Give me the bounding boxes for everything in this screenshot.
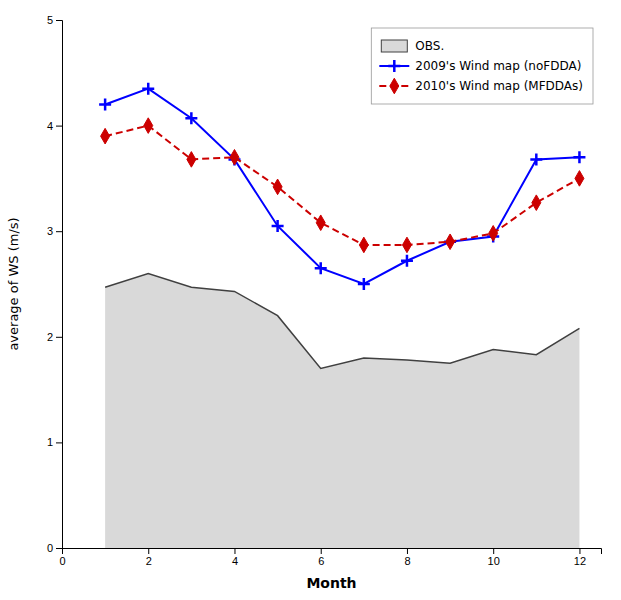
legend-label: 2010's Wind map (MFDDAs)	[415, 79, 583, 93]
marks	[99, 83, 585, 548]
tick: 6	[318, 548, 324, 567]
tick-label: 10	[488, 555, 500, 567]
marker	[272, 220, 284, 232]
tick: 10	[488, 548, 500, 567]
y-axis: 0 1 2 3 4 5	[47, 14, 63, 554]
legend: OBS. 2009's Wind map (noFDDA) 2010's Wind …	[371, 28, 593, 104]
tick-label: 3	[47, 225, 53, 237]
tick-mark	[321, 548, 322, 554]
tick: 12	[574, 548, 586, 567]
x-axis-title: Month	[306, 575, 356, 591]
marker	[573, 151, 585, 163]
marker	[144, 118, 153, 134]
tick-mark	[56, 20, 62, 21]
marker	[187, 152, 196, 168]
tick-label: 0	[47, 542, 53, 554]
legend-frame	[371, 28, 593, 104]
marker	[402, 237, 411, 253]
tick-mark	[56, 231, 62, 232]
tick-mark	[56, 442, 62, 443]
tick-label: 6	[318, 555, 324, 567]
line	[105, 273, 579, 368]
chart: 024681012012345Monthaverage of WS (m/s)O…	[0, 0, 621, 600]
tick: 3	[47, 225, 62, 237]
marker	[358, 278, 370, 290]
marker	[532, 195, 541, 211]
area	[105, 273, 579, 548]
axis-line	[63, 549, 602, 555]
legend-marker	[388, 60, 400, 72]
tick-mark	[493, 548, 494, 554]
tick-label: 12	[574, 555, 586, 567]
tick-label: 4	[47, 120, 53, 132]
tick-mark	[56, 126, 62, 127]
marker	[530, 153, 542, 165]
legend-label: 2009's Wind map (noFDDA)	[415, 59, 581, 73]
tick-label: 2	[47, 331, 53, 343]
tick: 1	[47, 436, 62, 448]
marker	[315, 262, 327, 274]
tick-mark	[407, 548, 408, 554]
legend-item: OBS.	[381, 39, 444, 53]
legend-swatch	[381, 40, 407, 52]
tick-label: 1	[47, 436, 53, 448]
marker	[273, 179, 282, 195]
tick-label: 4	[232, 555, 238, 567]
line	[105, 89, 579, 284]
tick-mark	[56, 337, 62, 338]
tick-mark	[234, 548, 235, 554]
legend-item: 2009's Wind map (noFDDA)	[379, 59, 581, 73]
marker	[99, 98, 111, 110]
marker	[401, 255, 413, 267]
marker	[142, 83, 154, 95]
marker	[230, 149, 239, 165]
tick: 4	[47, 120, 62, 132]
tick: 2	[146, 548, 152, 567]
marker	[316, 215, 325, 231]
x-axis: 0 2 4 6 8 10 12	[59, 548, 601, 567]
tick-label: 0	[59, 555, 65, 567]
tick-label: 8	[404, 555, 410, 567]
tick-label: 5	[47, 14, 53, 26]
plot: 024681012012345Monthaverage of WS (m/s)O…	[6, 14, 602, 591]
marker	[101, 128, 110, 144]
tick-mark	[579, 548, 580, 554]
tick: 4	[232, 548, 238, 567]
y-axis-title: average of WS (m/s)	[6, 217, 21, 350]
marker	[359, 237, 368, 253]
marker	[575, 171, 584, 187]
legend-marker	[390, 78, 399, 94]
axis-line	[56, 21, 63, 549]
legend-label: OBS.	[415, 39, 444, 53]
tick-mark	[56, 548, 62, 549]
tick: 8	[404, 548, 410, 567]
legend-item: 2010's Wind map (MFDDAs)	[379, 78, 583, 94]
marker	[185, 112, 197, 124]
tick: 0	[47, 542, 62, 554]
marker	[489, 226, 498, 242]
line	[105, 126, 579, 245]
marker	[446, 234, 455, 250]
tick: 0	[59, 548, 65, 567]
tick: 5	[47, 14, 62, 26]
tick-mark	[148, 548, 149, 554]
tick-label: 2	[146, 555, 152, 567]
tick: 2	[47, 331, 62, 343]
